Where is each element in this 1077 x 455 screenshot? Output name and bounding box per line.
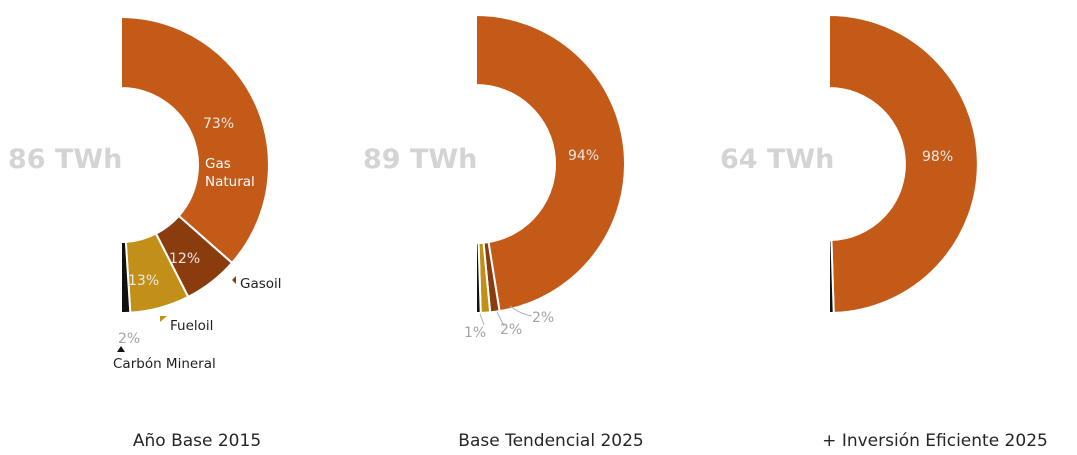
chart-1-caption: Año Base 2015 xyxy=(133,431,261,451)
slice-2-carbon-mineral xyxy=(475,241,482,315)
chart-3-slices xyxy=(828,13,979,315)
chart-3-total-label: 64 TWh xyxy=(720,144,834,175)
chart-2-label-fueloil: 2% xyxy=(500,322,522,338)
chart-1-legend-gas: Gas xyxy=(205,156,231,172)
chart-2-caption: Base Tendencial 2025 xyxy=(458,431,643,451)
chart-1-label-gasoil: 12% xyxy=(169,251,200,267)
chart-3-label-gas-natural: 98% xyxy=(922,149,953,165)
chart-ano-base-2015: 86 TWh 73% Gas Natural 12% 13% 2% Gasoil… xyxy=(8,15,282,451)
slice-1-gas-natural xyxy=(120,15,270,265)
chart-1-marker-carbon-mineral xyxy=(117,346,125,352)
chart-2-total-label: 89 TWh xyxy=(363,144,477,175)
chart-1-marker-gasoil xyxy=(232,276,236,284)
slice-2-gas-natural xyxy=(475,13,626,313)
chart-1-legend-carbon-mineral: Carbón Mineral xyxy=(113,356,216,372)
chart-2-label-gasoil: 2% xyxy=(532,310,554,326)
chart-1-marker-fueloil xyxy=(160,316,167,322)
chart-2-label-carbon-mineral: 1% xyxy=(464,325,486,341)
chart-2-leader-fueloil xyxy=(496,311,505,327)
chart-3-caption: + Inversión Eficiente 2025 xyxy=(822,431,1048,451)
slice-3-gas-natural xyxy=(828,13,979,314)
chart-2-leader-carbon xyxy=(479,313,485,326)
chart-1-legend-natural: Natural xyxy=(205,174,255,190)
chart-2-slices xyxy=(475,13,626,315)
chart-2-label-gas-natural: 94% xyxy=(568,148,599,164)
chart-base-tendencial-2025: 89 TWh 94% 2% 2% 1% Base Tendencial 2025 xyxy=(363,13,644,451)
slice-3-carbon-mineral xyxy=(828,238,835,315)
chart-1-label-fueloil: 13% xyxy=(128,273,159,289)
chart-inversion-eficiente-2025: 64 TWh 98% + Inversión Eficiente 2025 xyxy=(720,13,1048,451)
chart-1-legend-gasoil: Gasoil xyxy=(240,276,282,292)
slice-1-carbon-mineral xyxy=(120,240,132,315)
chart-1-total-label: 86 TWh xyxy=(8,144,122,175)
chart-1-label-carbon-mineral: 2% xyxy=(118,331,140,347)
chart-2-leader-gasoil xyxy=(509,305,533,317)
chart-1-legend-fueloil: Fueloil xyxy=(170,318,213,334)
chart-1-slices xyxy=(120,15,270,315)
chart-1-label-gas-natural: 73% xyxy=(203,116,234,132)
